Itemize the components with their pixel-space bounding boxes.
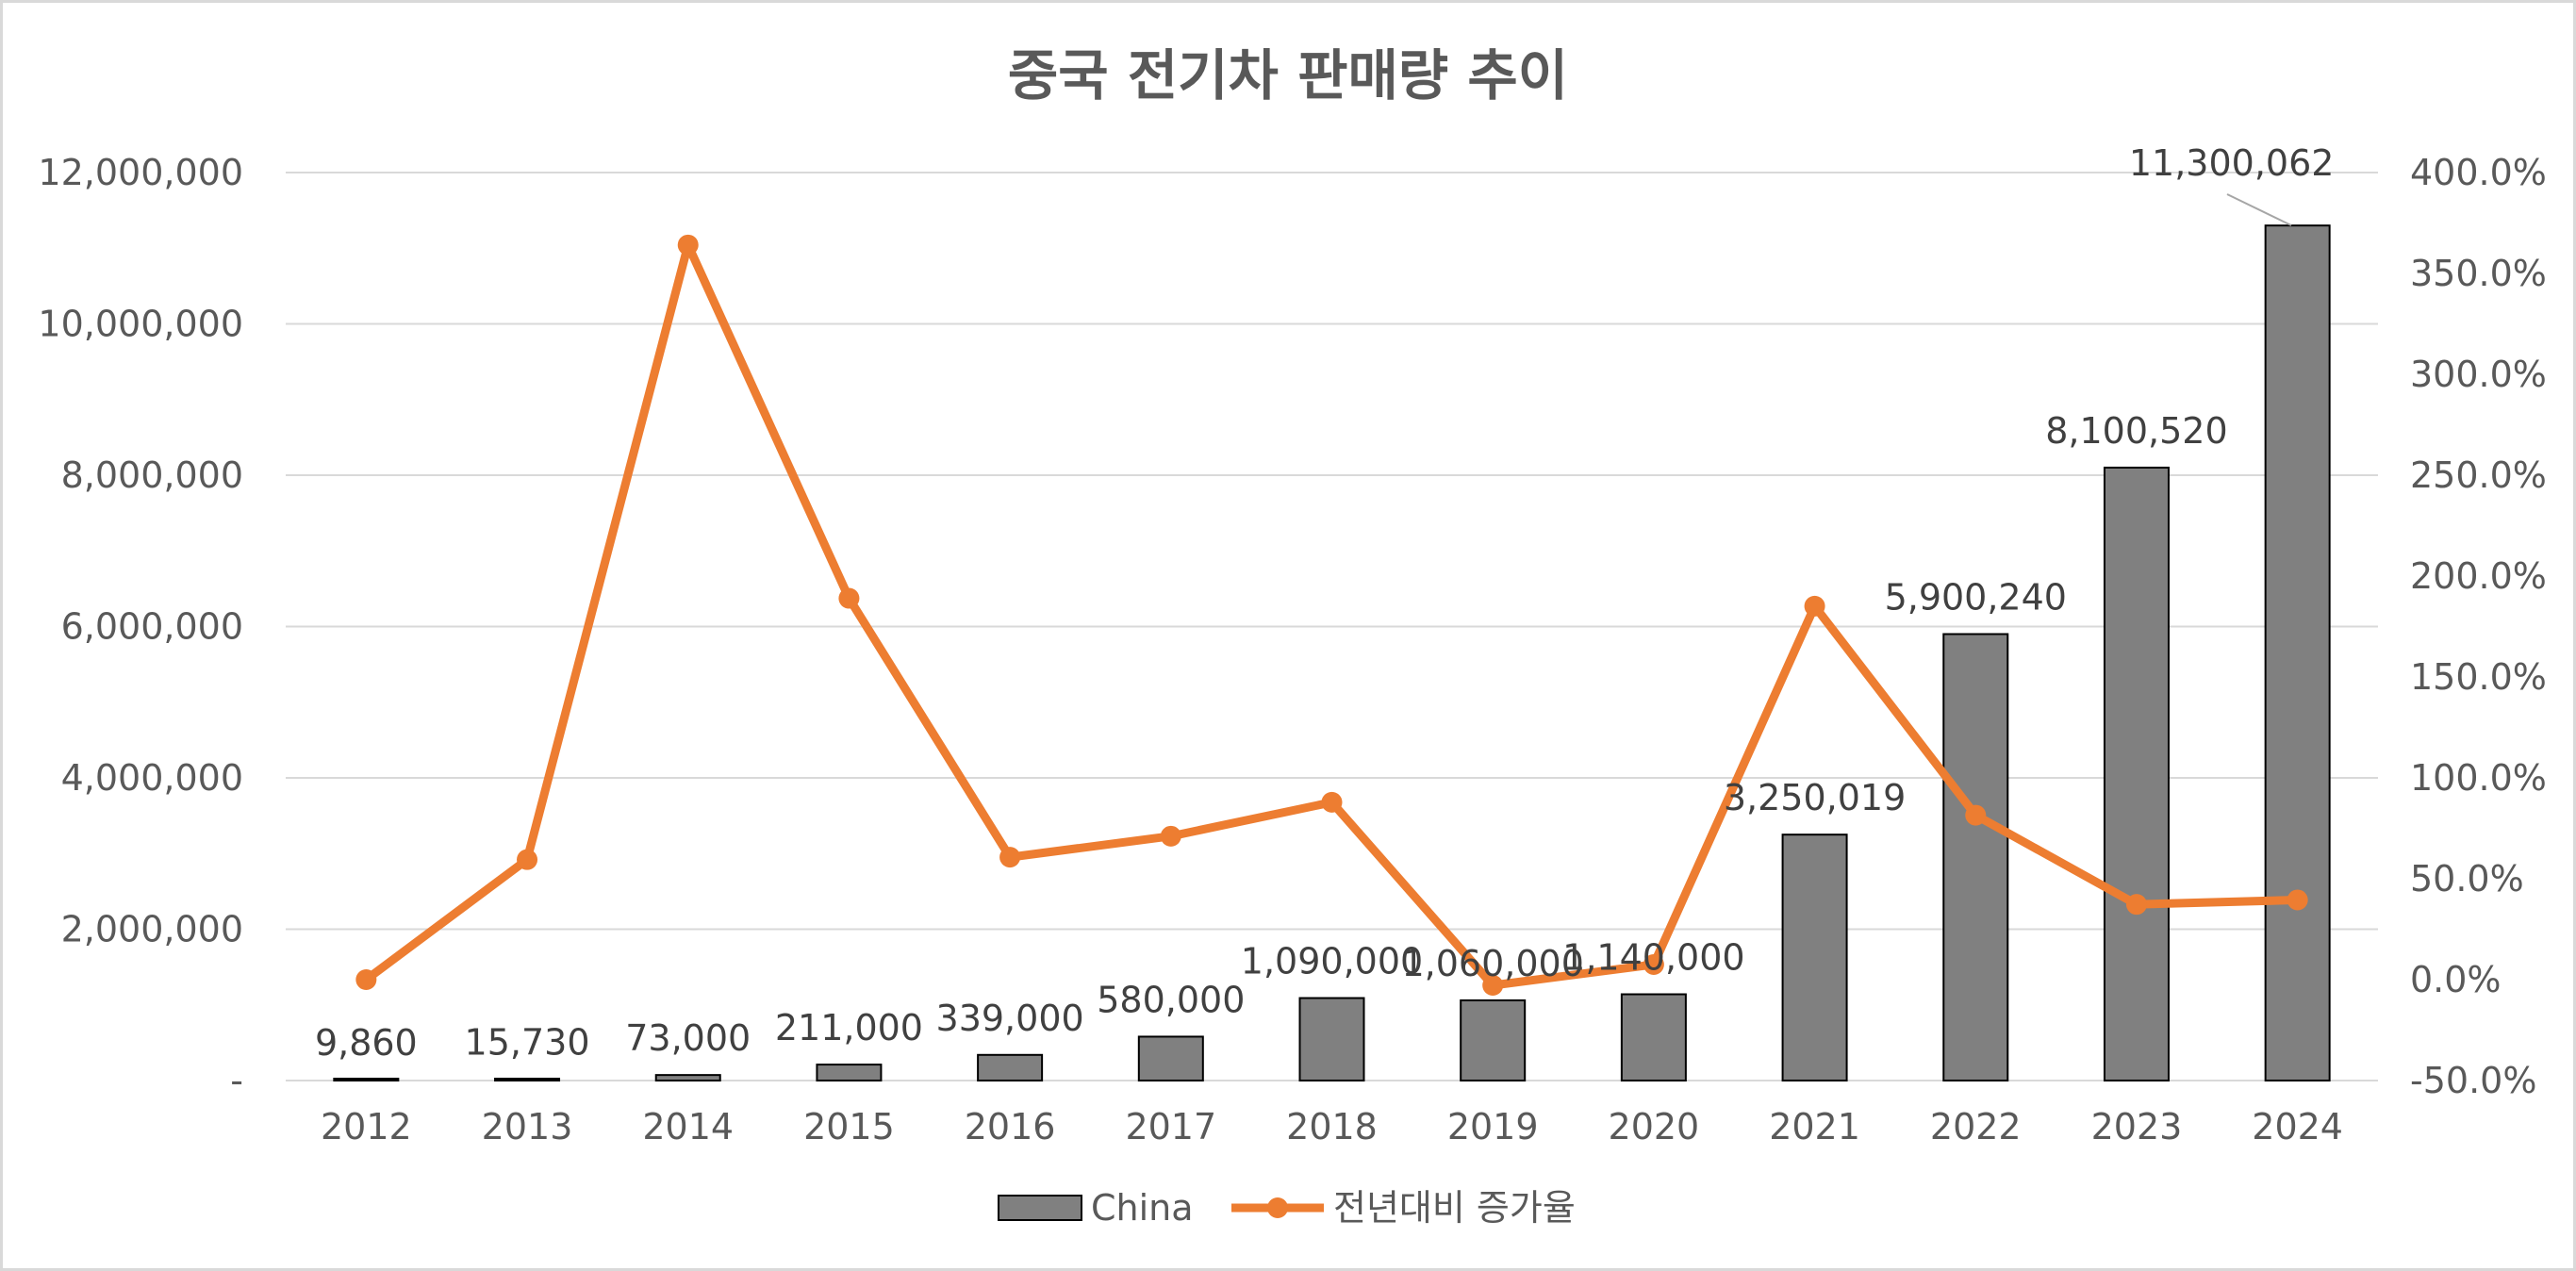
right-tick-label: 200.0% xyxy=(2410,555,2547,597)
data-label-2013: 15,730 xyxy=(465,1022,590,1064)
bar-2015 xyxy=(816,1064,883,1082)
growth-point-2023 xyxy=(2125,894,2147,916)
growth-point-2015 xyxy=(838,587,860,609)
gridlines xyxy=(286,172,2378,1081)
left-tick-label: 10,000,000 xyxy=(38,304,243,345)
x-tick-label: 2018 xyxy=(1286,1106,1378,1147)
x-tick-label: 2023 xyxy=(2091,1106,2183,1147)
growth-point-2021 xyxy=(1804,595,1825,617)
x-tick-label: 2013 xyxy=(482,1106,573,1147)
bar-2016 xyxy=(977,1053,1044,1082)
data-label-2020: 1,140,000 xyxy=(1562,937,1744,979)
legend-label-growth: 전년대비 증가율 xyxy=(1333,1187,1576,1229)
legend: China 전년대비 증가율 xyxy=(998,1187,1576,1229)
data-label-2022: 5,900,240 xyxy=(1885,577,2067,619)
left-tick-label: 2,000,000 xyxy=(61,909,243,950)
bar-2024 xyxy=(2264,224,2331,1081)
data-label-2018: 1,090,000 xyxy=(1241,941,1423,982)
right-tick-label: 150.0% xyxy=(2410,656,2547,698)
x-tick-label: 2022 xyxy=(1930,1106,2022,1147)
label-leader-line xyxy=(2226,193,2292,226)
bar-2020 xyxy=(1620,993,1687,1082)
bar-2014 xyxy=(654,1074,721,1081)
bar-2017 xyxy=(1137,1035,1204,1081)
data-label-2024: 11,300,062 xyxy=(2129,142,2335,184)
chart-title: 중국 전기차 판매량 추이 xyxy=(1008,43,1568,107)
bar-2012 xyxy=(333,1078,400,1081)
left-tick-label: 6,000,000 xyxy=(61,606,243,648)
left-tick-label: 12,000,000 xyxy=(38,152,243,193)
x-tick-label: 2021 xyxy=(1769,1106,1860,1147)
data-label-2014: 73,000 xyxy=(625,1017,751,1059)
growth-point-2017 xyxy=(1160,825,1181,847)
data-label-2012: 9,860 xyxy=(315,1022,418,1064)
bar-2021 xyxy=(1781,834,1848,1081)
x-tick-label: 2017 xyxy=(1125,1106,1216,1147)
x-tick-label: 2020 xyxy=(1609,1106,1700,1147)
line-series-growth xyxy=(355,234,2308,996)
right-axis: -50.0% 0.0% 50.0% 100.0% 150.0% 200.0% 250.0% 3… xyxy=(2410,152,2547,1101)
growth-point-2020 xyxy=(1643,953,1664,975)
data-label-2021: 3,250,019 xyxy=(1724,777,1906,818)
bar-2013 xyxy=(494,1078,561,1081)
right-tick-label: 300.0% xyxy=(2410,354,2547,395)
x-tick-label: 2024 xyxy=(2252,1106,2343,1147)
x-tick-label: 2012 xyxy=(321,1106,412,1147)
right-tick-label: 50.0% xyxy=(2410,858,2524,900)
bar-2019 xyxy=(1460,999,1527,1082)
x-tick-label: 2014 xyxy=(642,1106,734,1147)
legend-line-marker xyxy=(1267,1197,1288,1218)
legend-label-china: China xyxy=(1091,1187,1194,1229)
right-tick-label: 350.0% xyxy=(2410,253,2547,294)
legend-bar-swatch xyxy=(998,1195,1082,1221)
data-label-2017: 580,000 xyxy=(1097,979,1245,1020)
x-tick-label: 2015 xyxy=(803,1106,895,1147)
bar-series-china xyxy=(333,224,2331,1082)
right-tick-label: 100.0% xyxy=(2410,757,2547,799)
data-label-2015: 211,000 xyxy=(775,1007,923,1048)
right-tick-label: 400.0% xyxy=(2410,152,2547,193)
growth-point-2024 xyxy=(2287,889,2308,911)
data-label-2023: 8,100,520 xyxy=(2045,410,2227,452)
x-tick-label: 2019 xyxy=(1447,1106,1539,1147)
right-tick-label: 0.0% xyxy=(2410,959,2502,1000)
right-tick-label: -50.0% xyxy=(2410,1060,2536,1101)
right-tick-label: 250.0% xyxy=(2410,454,2547,496)
data-labels: 9,860 15,730 73,000 211,000 339,000 580,0001,… xyxy=(315,142,2334,1064)
growth-point-2012 xyxy=(355,969,377,990)
left-tick-label: 8,000,000 xyxy=(61,454,243,496)
left-tick-label: - xyxy=(230,1060,243,1101)
growth-point-2013 xyxy=(517,849,538,870)
left-axis: - 2,000,000 4,000,000 6,000,000 8,000,000 10,… xyxy=(38,152,243,1101)
bar-2023 xyxy=(2103,466,2170,1081)
x-axis: 2012 2013 2014 2015 2016 2017 2018 2019 2020 2021… xyxy=(321,1106,2343,1147)
left-tick-label: 4,000,000 xyxy=(61,757,243,799)
growth-point-2018 xyxy=(1321,791,1343,813)
bar-2018 xyxy=(1298,997,1365,1081)
data-label-2016: 339,000 xyxy=(936,998,1084,1039)
growth-point-2019 xyxy=(1482,974,1504,996)
data-label-2019: 1,060,000 xyxy=(1401,943,1583,984)
growth-point-2022 xyxy=(1965,804,1987,826)
growth-point-2014 xyxy=(677,234,699,256)
x-tick-label: 2016 xyxy=(965,1106,1056,1147)
growth-point-2016 xyxy=(999,847,1021,868)
bar-2022 xyxy=(1942,633,2009,1081)
